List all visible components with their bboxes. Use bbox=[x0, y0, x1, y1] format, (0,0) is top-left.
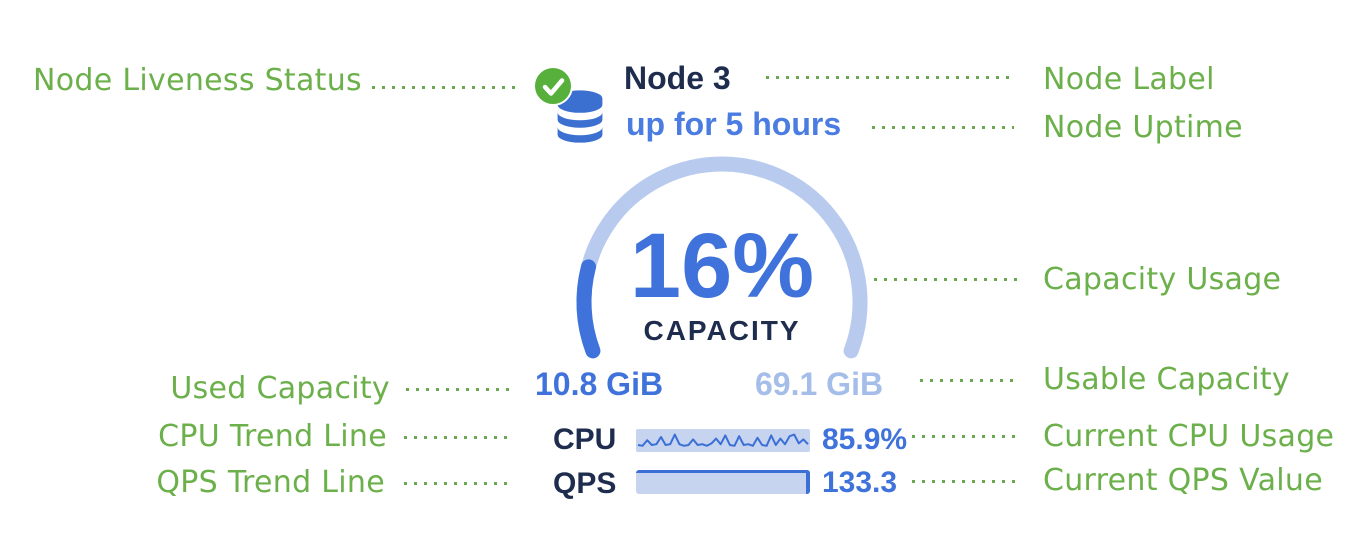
dotted-connector bbox=[372, 86, 522, 89]
dotted-connector bbox=[404, 436, 510, 439]
gauge-fill-arc bbox=[576, 259, 601, 359]
annotation-usable-capacity: Usable Capacity bbox=[1043, 362, 1290, 397]
dotted-connector bbox=[912, 480, 1020, 483]
current-cpu-usage-value: 85.9% bbox=[822, 423, 908, 456]
used-capacity-value: 10.8 GiB bbox=[535, 366, 664, 402]
dotted-connector bbox=[920, 379, 1020, 382]
node-name: Node 3 bbox=[624, 60, 731, 96]
checkmark-glyph bbox=[542, 78, 565, 96]
annotation-node-label: Node Label bbox=[1043, 62, 1215, 97]
dotted-connector bbox=[766, 76, 1012, 79]
qps-trend-bar bbox=[636, 470, 810, 494]
annotation-used-capacity: Used Capacity bbox=[170, 371, 390, 406]
annotation-current-qps-value: Current QPS Value bbox=[1043, 463, 1323, 498]
cpu-sparkline-chart bbox=[637, 433, 809, 447]
capacity-gauge bbox=[576, 156, 868, 359]
annotation-node-uptime: Node Uptime bbox=[1043, 110, 1243, 145]
annotation-node-liveness-status: Node Liveness Status bbox=[33, 63, 362, 98]
dotted-connector bbox=[872, 126, 1014, 129]
node-uptime-text: up for 5 hours bbox=[626, 106, 842, 142]
capacity-usage-percent: 16% bbox=[629, 215, 815, 317]
usable-capacity-value: 69.1 GiB bbox=[755, 366, 884, 402]
annotation-capacity-usage: Capacity Usage bbox=[1043, 262, 1282, 297]
cpu-trend-sparkline bbox=[636, 429, 810, 452]
liveness-check-icon bbox=[533, 66, 573, 106]
current-qps-value: 133.3 bbox=[822, 466, 898, 499]
annotation-current-cpu-usage: Current CPU Usage bbox=[1043, 419, 1335, 454]
annotation-cpu-trend-line: CPU Trend Line bbox=[158, 419, 387, 454]
cpu-row-label: CPU bbox=[553, 423, 617, 456]
dotted-connector bbox=[874, 278, 1022, 281]
dotted-connector bbox=[406, 388, 512, 391]
dotted-connector bbox=[404, 482, 510, 485]
annotation-qps-trend-line: QPS Trend Line bbox=[156, 465, 385, 500]
qps-row-label: QPS bbox=[553, 467, 617, 500]
dotted-connector bbox=[912, 435, 1020, 438]
capacity-caption: CAPACITY bbox=[643, 315, 801, 346]
